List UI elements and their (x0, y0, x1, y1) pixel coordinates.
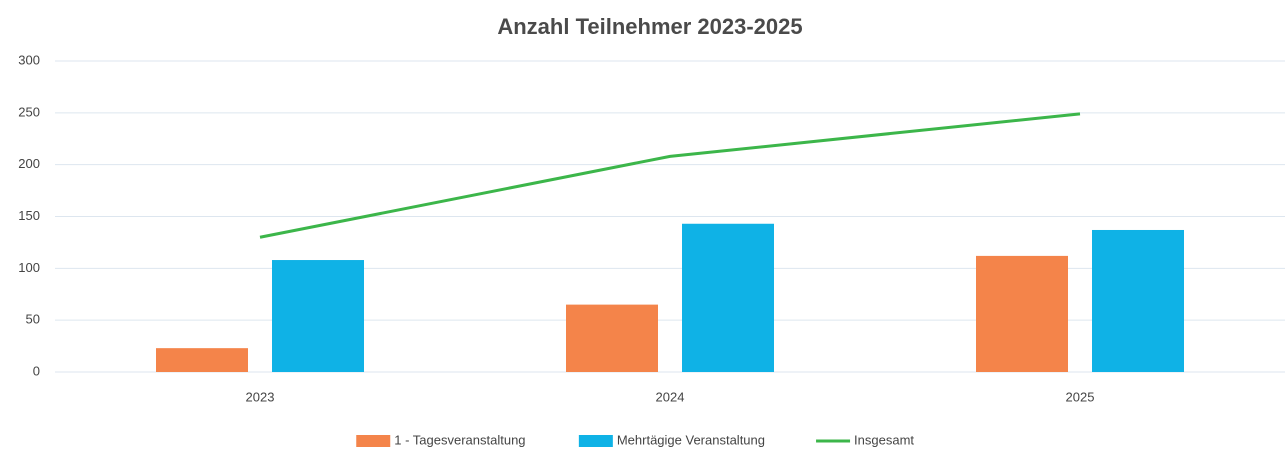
legend-swatch (578, 435, 613, 447)
y-tick-label: 100 (18, 260, 40, 275)
bar (566, 304, 658, 372)
y-tick-label: 50 (26, 312, 40, 327)
x-tick-label: 2025 (1066, 389, 1095, 404)
x-tick-label: 2024 (656, 389, 685, 404)
legend-label: 1 - Tagesveranstaltung (394, 432, 525, 447)
bar (976, 255, 1068, 372)
bar (156, 348, 248, 372)
y-tick-label: 150 (18, 208, 40, 223)
legend-label: Mehrtägige Veranstaltung (617, 432, 765, 447)
line (259, 112, 1081, 239)
x-tick-label: 2023 (246, 389, 275, 404)
chart-title: Anzahl Teilnehmer 2023-2025 (497, 14, 802, 39)
y-tick-label: 250 (18, 104, 40, 119)
y-tick-label: 200 (18, 156, 40, 171)
bar (272, 260, 364, 372)
y-tick-label: 300 (18, 52, 40, 67)
legend-label: Insgesamt (854, 432, 914, 447)
y-tick-label: 0 (33, 363, 40, 378)
bar (1092, 229, 1184, 372)
legend-swatch (356, 435, 391, 447)
bar (682, 223, 774, 372)
